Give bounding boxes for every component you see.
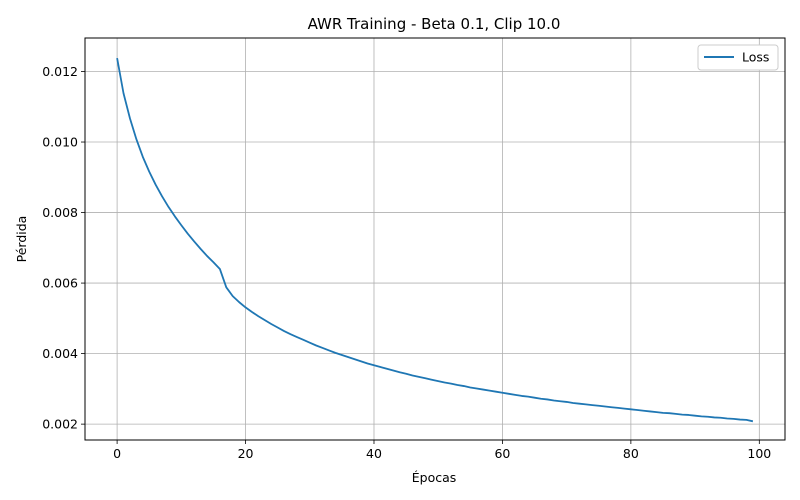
x-axis-label: Épocas: [412, 470, 457, 485]
plot-area: [116, 57, 754, 423]
y-tick-label: 0.012: [42, 64, 78, 79]
y-tick-label: 0.010: [42, 135, 78, 150]
x-axis: 0 20 40 60 80 100: [113, 440, 771, 461]
x-tick-label: 60: [494, 446, 510, 461]
y-axis-label: Pérdida: [14, 216, 29, 263]
x-tick-label: 20: [238, 446, 254, 461]
y-tick-label: 0.006: [42, 276, 78, 291]
legend-label-loss: Loss: [742, 50, 769, 65]
x-tick-label: 100: [747, 446, 771, 461]
y-tick-label: 0.004: [42, 346, 78, 361]
chart-title: AWR Training - Beta 0.1, Clip 10.0: [308, 15, 561, 33]
y-axis: 0.002 0.004 0.006 0.008 0.010 0.012: [42, 64, 85, 432]
x-tick-label: 40: [366, 446, 382, 461]
legend: Loss: [697, 44, 779, 71]
plot-frame: [84, 37, 786, 441]
series-line-loss: [116, 57, 754, 423]
y-tick-label: 0.002: [42, 417, 78, 432]
y-tick-label: 0.008: [42, 205, 78, 220]
x-tick-label: 0: [113, 446, 121, 461]
grid: [85, 38, 785, 440]
legend-box: [697, 44, 779, 71]
x-tick-label: 80: [623, 446, 639, 461]
